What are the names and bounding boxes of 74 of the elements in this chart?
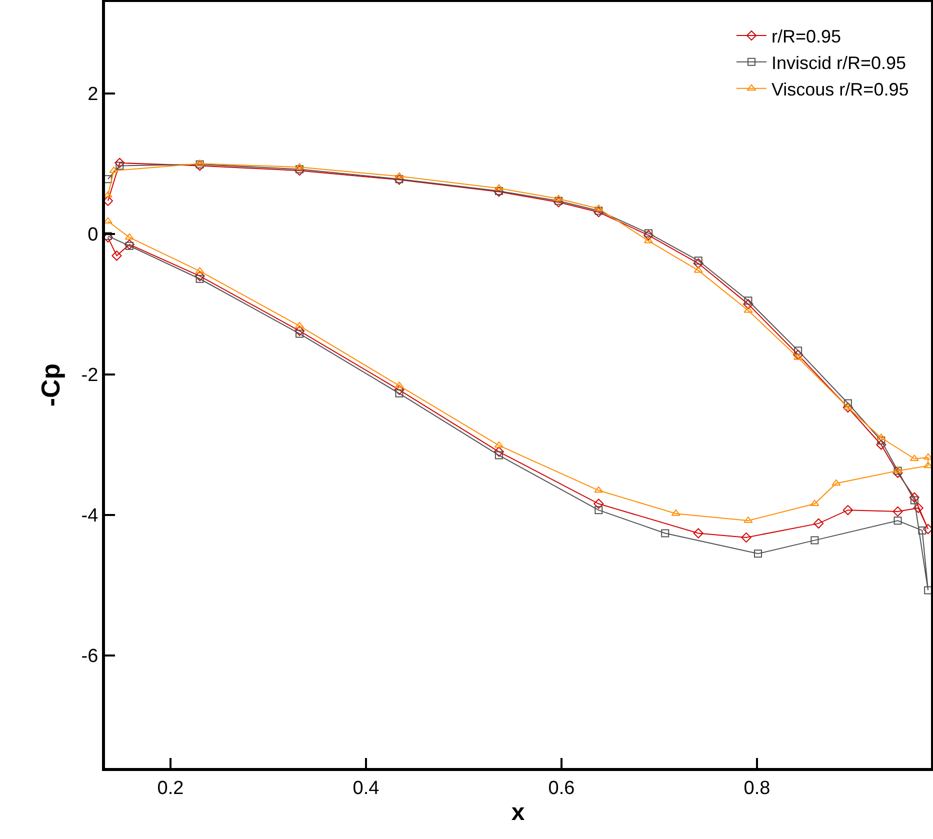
- point: [876, 440, 886, 450]
- x-tick-label: 0.8: [744, 778, 770, 799]
- point: [294, 326, 305, 336]
- point: [910, 454, 919, 462]
- point: [644, 229, 652, 238]
- y-tick-label: -4: [81, 506, 99, 527]
- point: [196, 274, 204, 283]
- point: [294, 322, 304, 328]
- point: [844, 399, 852, 408]
- point: [494, 441, 504, 448]
- y-tick-label: 0: [88, 224, 98, 246]
- point: [594, 207, 604, 218]
- point: [842, 402, 853, 413]
- point: [693, 528, 704, 538]
- point: [594, 486, 604, 493]
- point: [832, 479, 841, 486]
- point: [794, 346, 802, 355]
- x-tick-label: 0.6: [548, 778, 575, 799]
- point: [594, 206, 603, 215]
- point: [644, 236, 654, 244]
- point: [754, 550, 762, 558]
- point: [694, 256, 702, 265]
- legend-label: Inviscid r/R=0.95: [771, 52, 906, 73]
- point: [643, 230, 654, 240]
- point: [661, 529, 670, 538]
- point: [810, 536, 819, 544]
- point: [741, 532, 752, 543]
- point: [196, 160, 204, 168]
- point: [918, 526, 926, 534]
- point: [554, 194, 564, 202]
- point: [114, 158, 125, 168]
- x-tick-label: 0.4: [352, 778, 380, 799]
- point: [810, 500, 820, 506]
- y-tick-label: -6: [81, 646, 98, 668]
- point: [112, 250, 122, 261]
- point: [594, 506, 603, 514]
- point: [116, 162, 124, 170]
- point: [924, 586, 931, 594]
- point: [843, 403, 852, 410]
- y-tick-label: 2: [88, 84, 98, 106]
- x-axis-title: x: [511, 799, 526, 826]
- point: [394, 384, 404, 395]
- point: [105, 175, 112, 184]
- point: [395, 389, 404, 398]
- point: [296, 330, 304, 338]
- point: [894, 516, 902, 525]
- legend-label: r/R=0.95: [771, 26, 842, 47]
- y-tick-label: -2: [81, 365, 98, 386]
- point: [892, 506, 903, 517]
- point: [494, 446, 504, 457]
- point: [296, 165, 304, 174]
- point: [554, 196, 563, 205]
- point: [694, 266, 703, 273]
- point: [910, 496, 918, 504]
- y-axis-title: -Cp: [36, 363, 66, 407]
- point: [892, 468, 903, 478]
- point: [124, 233, 134, 240]
- point: [913, 502, 924, 514]
- point: [909, 492, 920, 502]
- point: [793, 350, 804, 360]
- point: [744, 296, 752, 305]
- point: [124, 239, 134, 250]
- point: [394, 172, 404, 179]
- point: [125, 242, 134, 250]
- x-tick-label: 0.2: [157, 778, 184, 799]
- point: [594, 498, 604, 509]
- point: [877, 436, 886, 445]
- point: [814, 518, 824, 528]
- point: [194, 271, 205, 282]
- legend-label: Viscous r/R=0.95: [771, 79, 909, 100]
- point: [494, 451, 503, 460]
- point: [842, 505, 853, 516]
- point: [693, 258, 704, 268]
- point: [743, 299, 754, 310]
